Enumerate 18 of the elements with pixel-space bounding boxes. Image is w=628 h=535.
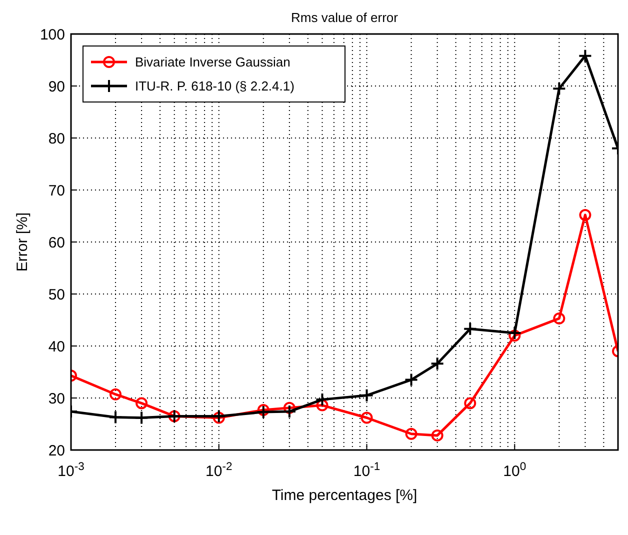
x-tick-label: 10$^{-1}$: [353, 461, 380, 480]
x-tick-label: 10$^{0}$: [503, 461, 526, 480]
x-tick-label: 10$^{-3}$: [58, 461, 84, 480]
y-tick-label: 80: [48, 130, 65, 148]
y-tick-label: 60: [48, 234, 65, 252]
y-axis-title: Error [%]: [14, 212, 31, 272]
y-tick-label: 90: [48, 78, 65, 96]
x-axis-title: Time percentages [%]: [272, 487, 418, 504]
chart-title: Rms value of error: [291, 10, 399, 25]
y-tick-label: 70: [48, 182, 65, 200]
legend-label: ITU-R. P. 618-10 (§ 2.2.4.1): [135, 78, 294, 94]
y-tick-label: 40: [48, 338, 65, 356]
y-tick-label: 100: [40, 26, 65, 44]
y-tick-label: 30: [48, 390, 65, 408]
legend-label: Bivariate Inverse Gaussian: [135, 54, 290, 70]
x-tick-label: 10$^{-2}$: [206, 461, 232, 480]
y-tick-label: 20: [48, 442, 65, 460]
y-tick-label: 50: [48, 286, 65, 304]
